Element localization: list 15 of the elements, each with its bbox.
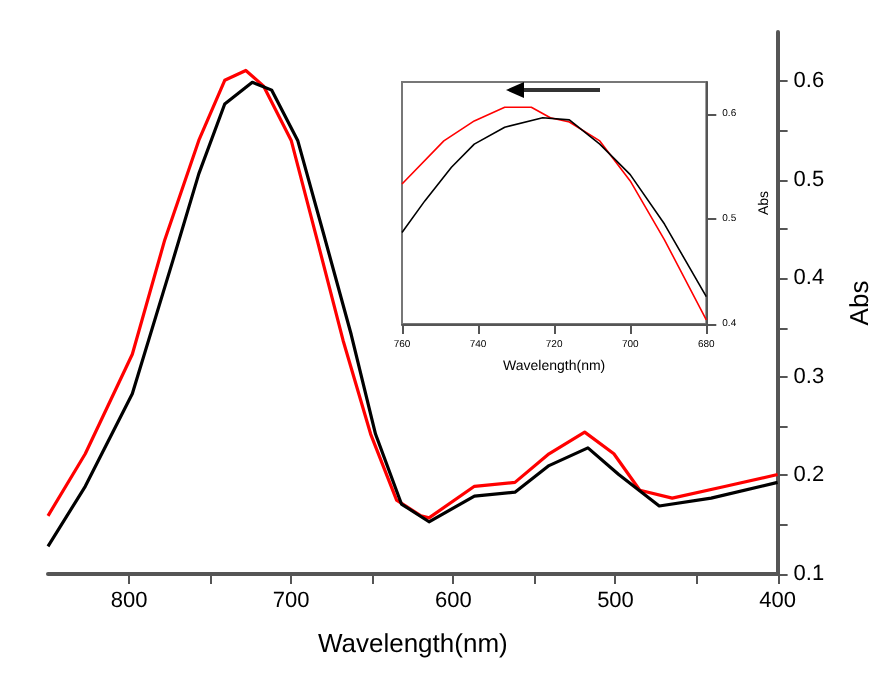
y-tick-label: 0.1: [793, 562, 825, 586]
y-axis-title: Abs: [844, 279, 874, 326]
x-tick-label: 800: [110, 589, 148, 613]
x-tick-label: 400: [759, 589, 796, 613]
y-tick-label: 0.6: [793, 69, 825, 94]
x-axis-title: Wavelength(nm): [317, 628, 508, 658]
y-tick-label: 0.2: [793, 463, 825, 488]
x-tick-label: 600: [434, 589, 472, 613]
y-tick-label: 0.3: [793, 364, 825, 389]
x-tick-label: 500: [597, 589, 634, 613]
line-series: [401, 106, 708, 321]
y-tick-label: 0.4: [793, 266, 825, 291]
y-tick-label: 0.5: [793, 167, 825, 192]
x-tick-label: 700: [272, 589, 310, 613]
line-series: [401, 116, 708, 298]
